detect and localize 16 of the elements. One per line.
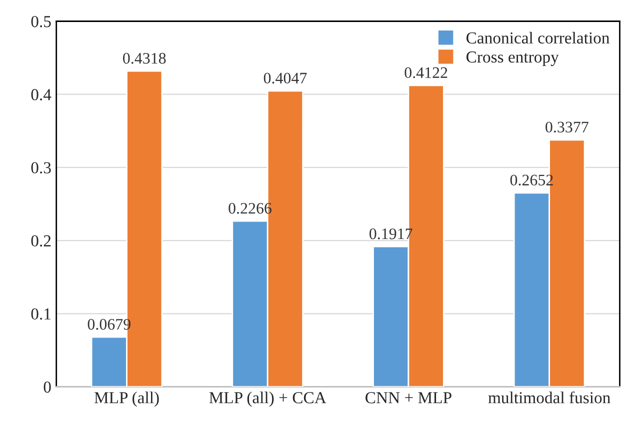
x-tick-label: multimodal fusion — [488, 391, 610, 404]
y-tick-label: 0.4 — [31, 89, 52, 100]
data-label: 0.3377 — [546, 122, 588, 133]
y-tick-label: 0.2 — [31, 235, 51, 247]
x-tick-label: CNN + MLP — [366, 392, 452, 404]
y-tick-label: 0.5 — [31, 16, 51, 28]
legend-label: Canonical correlation — [466, 32, 610, 44]
x-tick-label: MLP (all) — [94, 392, 159, 407]
legend-label: Cross entropy — [466, 51, 559, 66]
x-tick-label: MLP (all) + CCA — [209, 392, 326, 407]
data-label: 0.4047 — [264, 72, 307, 84]
data-label: 0.4318 — [123, 52, 166, 64]
data-label: 0.4122 — [404, 67, 448, 78]
y-tick-label: 0 — [44, 381, 51, 393]
y-tick-label: 0.1 — [31, 308, 50, 320]
y-tick-label: 0.3 — [31, 162, 51, 174]
